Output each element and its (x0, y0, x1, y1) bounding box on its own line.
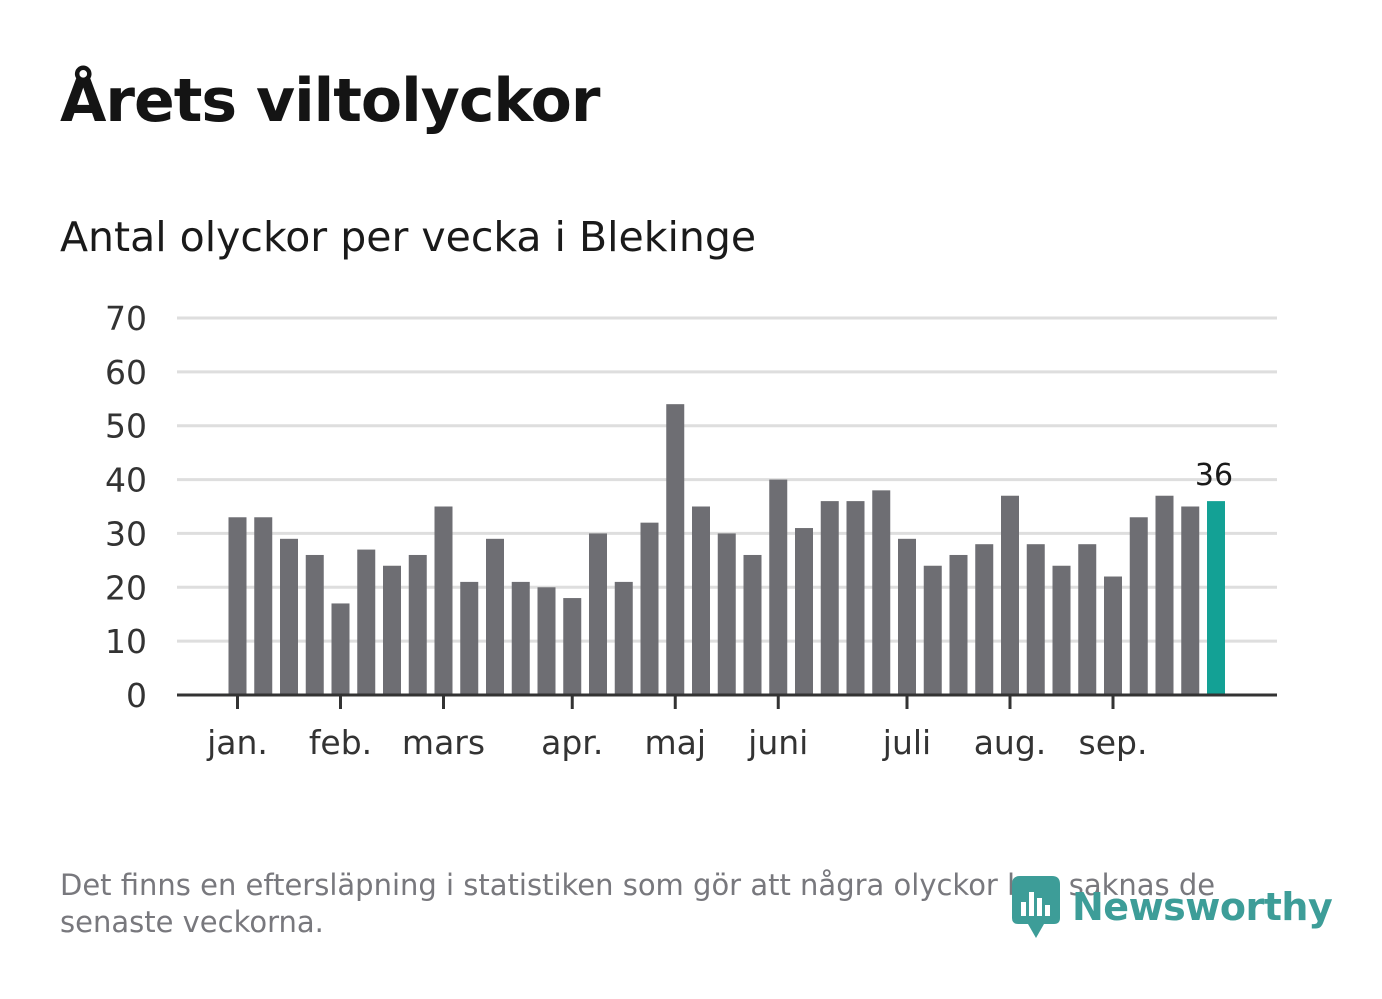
chart-title: Årets viltolyckor (60, 66, 600, 136)
bar (795, 528, 813, 695)
bar (820, 501, 839, 695)
y-tick-label: 50 (105, 407, 147, 446)
x-tick-label: juli (882, 723, 931, 762)
bar (872, 490, 891, 695)
newsworthy-logo-icon (1012, 876, 1060, 938)
bar (1104, 576, 1122, 695)
x-tick-label: apr. (541, 723, 603, 762)
data-label: 36 (1195, 458, 1233, 493)
y-tick-label: 10 (105, 622, 147, 661)
x-tick-label: sep. (1079, 723, 1148, 762)
brand-logo: Newsworthy (1010, 872, 1333, 942)
bar (949, 554, 968, 695)
data-labels: 36 (1195, 458, 1233, 493)
y-tick-label: 60 (105, 353, 147, 392)
chart-subtitle: Antal olyckor per vecka i Blekinge (60, 213, 757, 261)
bars (228, 404, 1225, 695)
bar (1129, 517, 1148, 695)
bar (923, 565, 942, 695)
x-tick-label: juni (747, 723, 808, 762)
bar (1052, 565, 1071, 695)
bar (408, 554, 427, 695)
x-tick-label: aug. (974, 723, 1047, 762)
bar (1001, 495, 1019, 695)
bar (331, 603, 350, 695)
bar (666, 404, 685, 695)
bar (254, 517, 273, 695)
bar (640, 522, 659, 695)
bar (614, 581, 633, 695)
bar (1078, 544, 1097, 695)
x-tick-label: mars (402, 723, 485, 762)
bar (692, 506, 710, 695)
y-tick-label: 30 (105, 514, 147, 553)
bar (846, 501, 865, 695)
y-tick-label: 0 (126, 676, 147, 715)
bar (486, 538, 504, 695)
y-tick-label: 20 (105, 568, 147, 607)
bar-latest-week (1207, 501, 1225, 695)
bar (1181, 506, 1200, 695)
bar (563, 598, 582, 695)
y-tick-label: 40 (105, 461, 147, 500)
bar (898, 538, 916, 695)
y-tick-label: 70 (105, 299, 147, 338)
bar (357, 549, 376, 695)
bar (511, 581, 530, 695)
bar (1155, 495, 1174, 695)
bar (717, 533, 736, 695)
bar (537, 587, 556, 695)
bar (1026, 544, 1045, 695)
bar (383, 565, 401, 695)
x-tick-label: maj (644, 723, 706, 762)
bar (305, 554, 324, 695)
bar (743, 554, 762, 695)
bar (434, 506, 453, 695)
bar (589, 533, 607, 695)
bar (280, 538, 298, 695)
bar (975, 544, 994, 695)
brand-name: Newsworthy (1072, 885, 1333, 929)
x-axis-ticks: jan. feb. mars apr. maj juni juli aug. sep. (206, 695, 1147, 762)
y-axis-ticks: 0 10 20 30 40 50 60 70 (105, 299, 147, 715)
bar (769, 479, 788, 695)
bar (460, 581, 479, 695)
x-tick-label: feb. (309, 723, 372, 762)
x-tick-label: jan. (206, 723, 268, 762)
bar (228, 517, 247, 695)
